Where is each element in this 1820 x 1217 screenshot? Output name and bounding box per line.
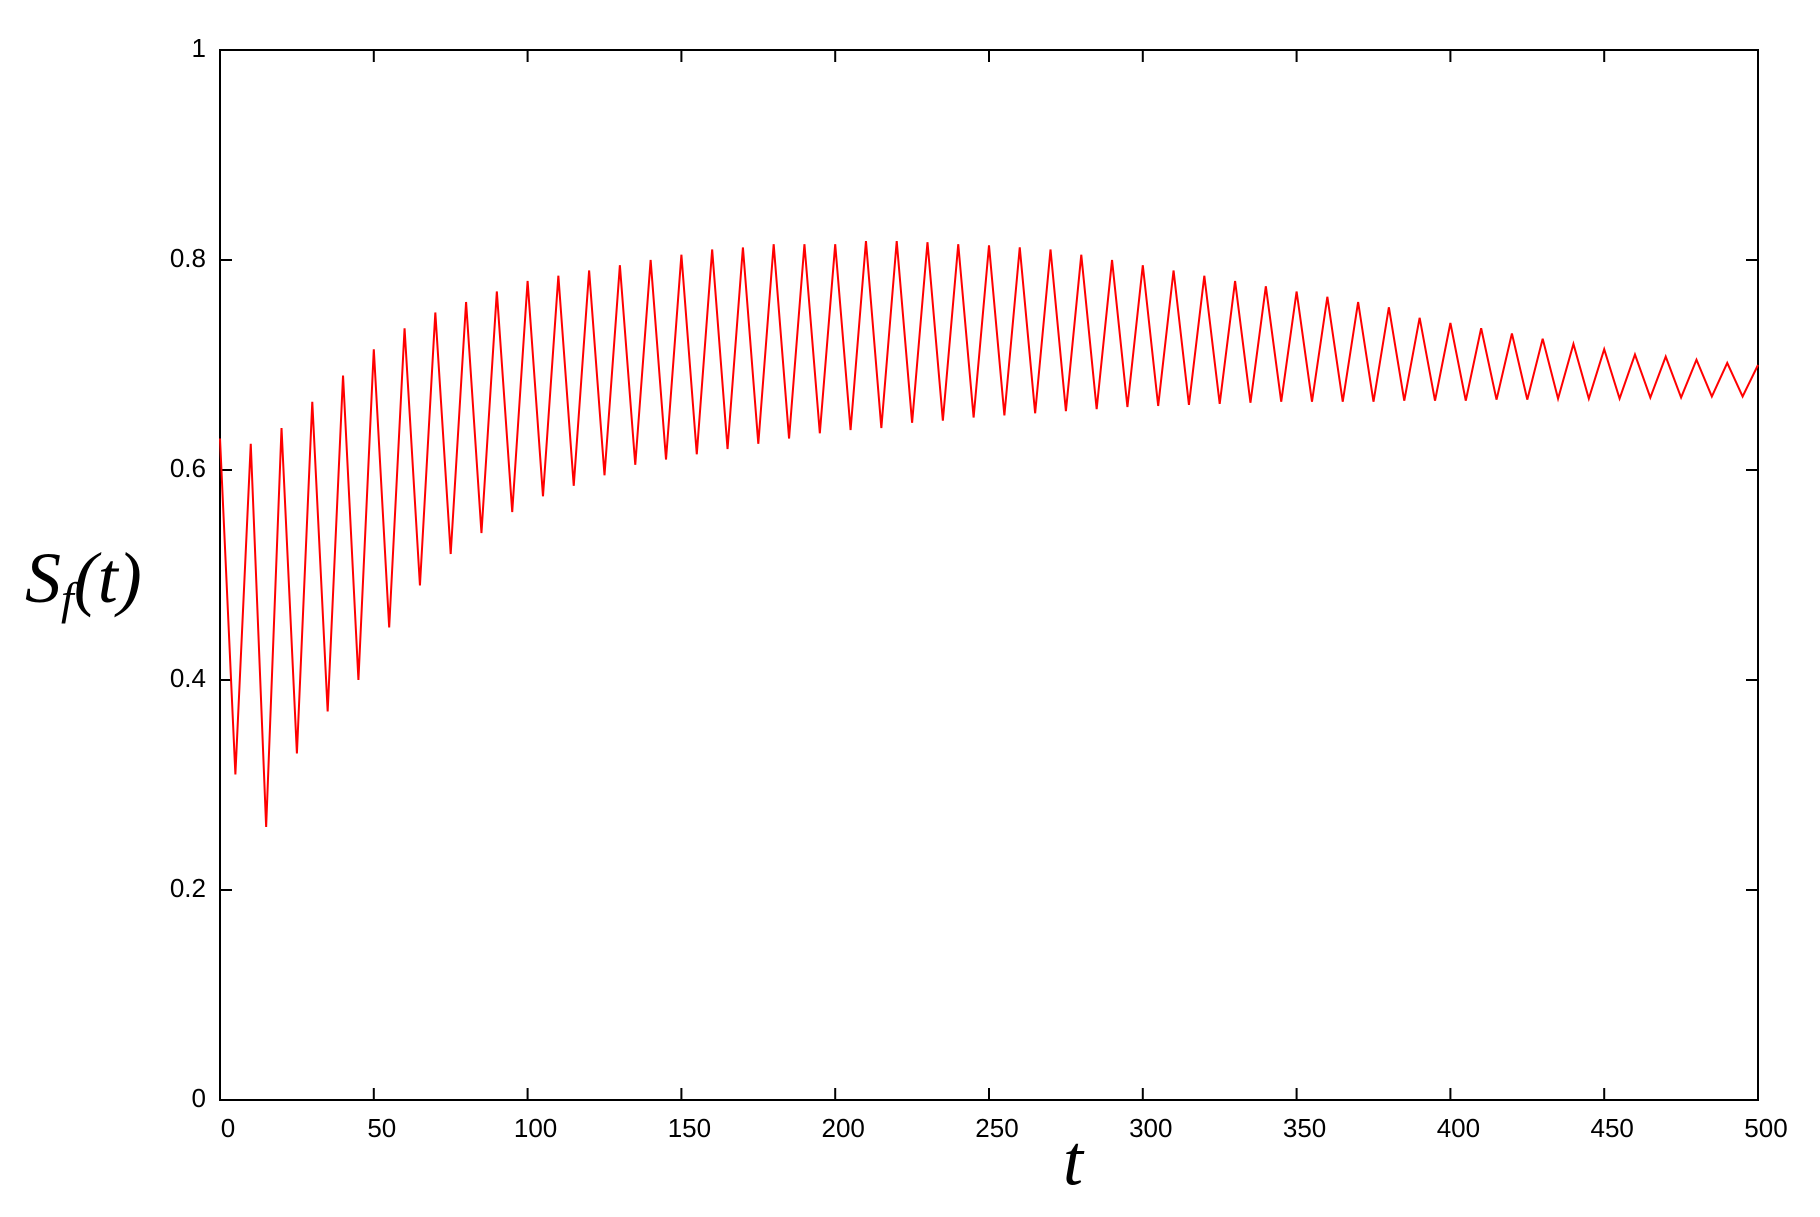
y-tick-label: 0.2 xyxy=(170,873,206,903)
x-tick-label: 0 xyxy=(221,1113,235,1143)
y-axis-label: Sf(t) xyxy=(25,538,142,624)
y-tick-label: 0.8 xyxy=(170,243,206,273)
x-tick-label: 150 xyxy=(668,1113,711,1143)
x-tick-label: 100 xyxy=(514,1113,557,1143)
x-tick-label: 400 xyxy=(1437,1113,1480,1143)
y-tick-label: 0.4 xyxy=(170,663,206,693)
y-label-base: S xyxy=(25,538,61,618)
y-tick-label: 1 xyxy=(192,33,206,63)
x-tick-label: 500 xyxy=(1744,1113,1787,1143)
x-tick-label: 250 xyxy=(975,1113,1018,1143)
data-line xyxy=(219,241,1759,828)
x-axis-label: t xyxy=(1063,1121,1085,1201)
x-tick-label: 450 xyxy=(1591,1113,1634,1143)
plot-frame xyxy=(219,49,1759,1101)
x-tick-label: 200 xyxy=(822,1113,865,1143)
y-tick-label: 0 xyxy=(192,1083,206,1113)
y-tick-label: 0.6 xyxy=(170,453,206,483)
x-tick-label: 50 xyxy=(367,1113,396,1143)
x-tick-label: 300 xyxy=(1129,1113,1172,1143)
y-label-rest: (t) xyxy=(74,538,142,618)
x-tick-label: 350 xyxy=(1283,1113,1326,1143)
